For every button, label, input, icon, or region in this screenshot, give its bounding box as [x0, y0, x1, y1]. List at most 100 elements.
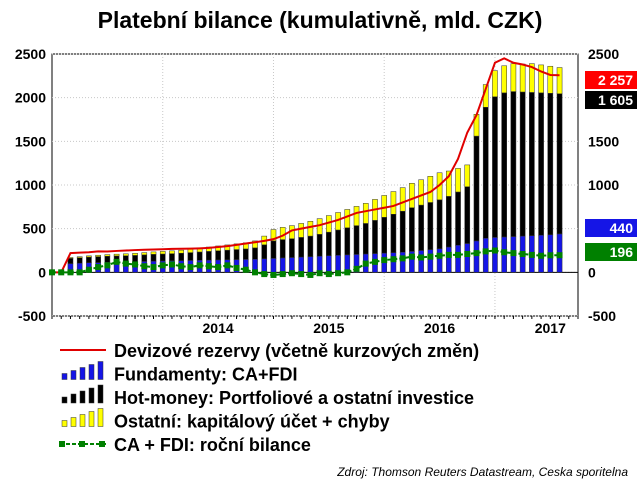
legend-swatch-bar [88, 387, 95, 404]
bar-ostatni [464, 164, 471, 187]
value-badge [585, 71, 637, 89]
ca-fdi-annual-marker [159, 262, 166, 269]
bar-hot-money [353, 225, 360, 255]
ca-fdi-annual-marker [436, 252, 443, 259]
y-tick-label-left: 2500 [15, 46, 46, 62]
bar-ostatni [298, 223, 304, 238]
ca-fdi-annual-marker [168, 261, 175, 268]
ca-fdi-annual-marker [427, 253, 434, 260]
value-badge [585, 243, 637, 261]
ca-fdi-annual-marker [353, 265, 360, 272]
bar-hot-money [436, 199, 443, 250]
bar-ostatni [455, 168, 461, 193]
bar-ostatni [547, 65, 554, 94]
legend-swatch-bar [70, 417, 77, 427]
bar-hot-money [556, 93, 563, 235]
ca-fdi-annual-marker [528, 251, 535, 258]
bar-hot-money [261, 244, 268, 260]
bar-ostatni [113, 253, 120, 257]
legend-swatch-bar [97, 361, 104, 380]
bar-hot-money [252, 247, 258, 260]
bar-ostatni [501, 65, 507, 94]
ca-fdi-annual-marker [547, 252, 554, 259]
bar-ostatni [529, 63, 535, 93]
bar-fundamenty [464, 243, 471, 273]
bar-fundamenty [455, 245, 461, 273]
bar-ostatni [252, 240, 258, 249]
legend-swatch-marker [99, 441, 105, 447]
bar-fundamenty [298, 256, 304, 273]
y-tick-label-right: 2500 [588, 46, 619, 62]
ca-fdi-annual-marker [141, 263, 148, 270]
bar-hot-money [547, 93, 554, 236]
bar-hot-money [501, 92, 507, 238]
stacked-bars [67, 63, 563, 273]
x-year-label: 2017 [535, 320, 566, 336]
bar-ostatni [556, 67, 563, 94]
legend-swatch-marker [79, 441, 85, 447]
bar-fundamenty [399, 251, 406, 273]
bar-ostatni [399, 187, 406, 212]
ca-fdi-annual-marker [399, 255, 406, 262]
ca-fdi-annual-marker [455, 251, 462, 258]
bar-fundamenty [289, 257, 295, 273]
y-tick-label-left: -500 [18, 308, 46, 324]
x-axis: 2014 2015 2016 2017 [51, 271, 579, 336]
bar-hot-money [529, 92, 535, 236]
bar-hot-money [482, 107, 489, 239]
value-badge-label: 196 [610, 244, 634, 260]
ca-fdi-annual-marker [233, 264, 240, 271]
ca-fdi-annual-marker [122, 260, 129, 267]
ca-fdi-annual-marker [344, 269, 351, 276]
ca-fdi-annual-marker [316, 270, 323, 277]
bar-hot-money [95, 256, 101, 263]
ca-fdi-annual-marker [224, 262, 231, 269]
x-year-label: 2016 [424, 320, 455, 336]
legend-swatch-bar [88, 364, 95, 380]
bar-ostatni [279, 227, 286, 240]
ca-fdi-annual-marker [408, 253, 415, 260]
legend-swatch-bar [97, 408, 104, 427]
ca-fdi-annual-marker [104, 262, 111, 269]
bar-hot-money [67, 258, 74, 264]
y-tick-label-left: 0 [38, 264, 46, 280]
ca-fdi-annual-marker [187, 264, 194, 271]
bar-ostatni [492, 70, 498, 98]
bar-ostatni [390, 191, 397, 215]
ca-fdi-annual-marker [491, 247, 498, 254]
reserves-line [52, 57, 560, 274]
legend-label: Fundamenty: CA+FDI [114, 365, 298, 385]
bar-fundamenty [270, 258, 277, 273]
value-badge [585, 91, 637, 109]
bar-hot-money [372, 220, 378, 254]
bar-hot-money [76, 257, 83, 264]
legend-label: CA + FDI: roční bilance [114, 435, 311, 455]
bar-ostatni [159, 251, 166, 255]
ca-fdi-annual-marker [113, 258, 120, 265]
bar-hot-money [159, 253, 166, 262]
bar-hot-money [169, 253, 175, 262]
y-tick-label-right: -500 [588, 308, 616, 324]
ca-fdi-annual-marker [362, 260, 369, 267]
y-tick-label-right: 1500 [588, 133, 619, 149]
bar-hot-money [215, 250, 221, 261]
bar-ostatni [132, 253, 138, 256]
bar-ostatni [141, 252, 148, 256]
ca-fdi-annual-marker [150, 264, 157, 271]
ca-fdi-annual-marker [288, 270, 295, 277]
legend-swatch-bar [79, 367, 86, 380]
legend: Devizové rezervy (včetně kurzových změn)… [59, 341, 479, 455]
value-badge-label: 1 605 [598, 92, 633, 108]
bar-ostatni [178, 249, 184, 254]
legend-swatch-bar [61, 420, 68, 427]
bar-fundamenty [307, 256, 314, 273]
legend-label: Devizové rezervy (včetně kurzových změn) [114, 341, 479, 361]
ca-fdi-annual-marker [261, 271, 268, 278]
bar-fundamenty [261, 258, 268, 273]
bar-hot-money [289, 238, 295, 258]
ca-fdi-annual-marker [270, 271, 277, 278]
value-badge-label: 2 257 [598, 72, 633, 88]
bar-fundamenty [390, 252, 397, 273]
ca-fdi-annual-marker [279, 271, 286, 278]
